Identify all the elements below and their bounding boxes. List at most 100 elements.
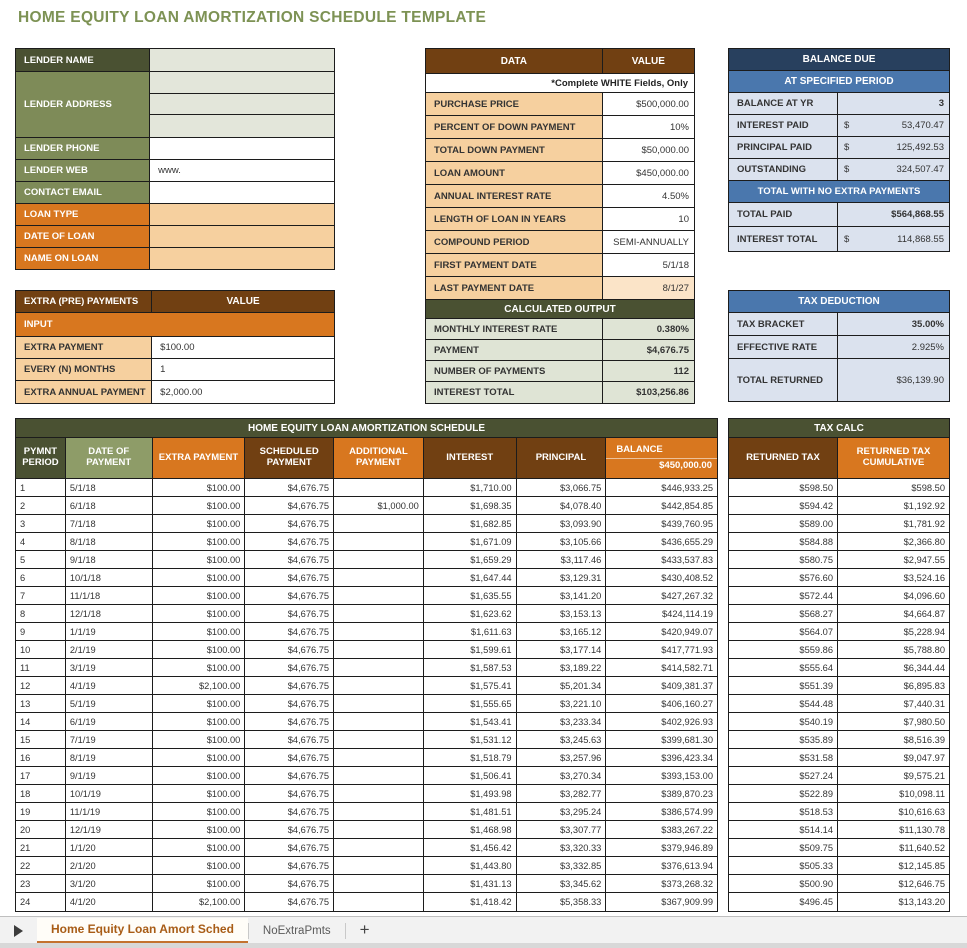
cell-extra[interactable]: $100.00 — [152, 839, 246, 856]
percent-down-payment-input[interactable]: 10% — [602, 116, 694, 138]
cell-returned-tax[interactable]: $594.42 — [729, 497, 839, 514]
cell-scheduled[interactable]: $4,676.75 — [245, 803, 335, 820]
cell-returned-tax[interactable]: $496.45 — [729, 893, 839, 911]
cell-returned-tax[interactable]: $564.07 — [729, 623, 839, 640]
loan-amount-value[interactable]: $450,000.00 — [602, 162, 694, 184]
cell-returned-tax-cumulative[interactable]: $10,616.63 — [838, 803, 949, 820]
cell-principal[interactable]: $3,153.13 — [516, 605, 607, 622]
cell-principal[interactable]: $3,307.77 — [516, 821, 607, 838]
cell-balance[interactable]: $409,381.37 — [606, 677, 717, 694]
cell-scheduled[interactable]: $4,676.75 — [245, 659, 335, 676]
cell-returned-tax-cumulative[interactable]: $5,228.94 — [838, 623, 949, 640]
cell-scheduled[interactable]: $4,676.75 — [245, 731, 335, 748]
cell-principal[interactable]: $3,189.22 — [516, 659, 607, 676]
cell-period[interactable]: 19 — [16, 803, 66, 820]
cell-principal[interactable]: $3,233.34 — [516, 713, 607, 730]
cell-balance[interactable]: $424,114.19 — [606, 605, 717, 622]
cell-additional[interactable] — [334, 479, 424, 496]
cell-returned-tax-cumulative[interactable]: $3,524.16 — [838, 569, 949, 586]
cell-extra[interactable]: $100.00 — [152, 551, 246, 568]
cell-principal[interactable]: $3,165.12 — [516, 623, 607, 640]
cell-interest[interactable]: $1,506.41 — [423, 767, 517, 784]
cell-principal[interactable]: $3,282.77 — [516, 785, 607, 802]
cell-interest[interactable]: $1,493.98 — [423, 785, 517, 802]
cell-returned-tax-cumulative[interactable]: $6,895.83 — [838, 677, 949, 694]
cell-interest[interactable]: $1,481.51 — [423, 803, 517, 820]
cell-period[interactable]: 9 — [16, 623, 66, 640]
cell-interest[interactable]: $1,587.53 — [423, 659, 517, 676]
cell-additional[interactable] — [334, 893, 424, 911]
cell-balance[interactable]: $414,582.71 — [606, 659, 717, 676]
cell-date[interactable]: 9/1/19 — [65, 767, 153, 784]
every-n-months-input[interactable]: 1 — [152, 359, 334, 380]
cell-returned-tax[interactable]: $568.27 — [729, 605, 839, 622]
cell-scheduled[interactable]: $4,676.75 — [245, 515, 335, 532]
cell-balance[interactable]: $436,655.29 — [606, 533, 717, 550]
cell-balance[interactable]: $406,160.27 — [606, 695, 717, 712]
cell-date[interactable]: 10/1/19 — [65, 785, 153, 802]
cell-scheduled[interactable]: $4,676.75 — [245, 695, 335, 712]
cell-returned-tax-cumulative[interactable]: $12,145.85 — [838, 857, 949, 874]
cell-date[interactable]: 10/1/18 — [65, 569, 153, 586]
cell-additional[interactable] — [334, 839, 424, 856]
purchase-price-input[interactable]: $500,000.00 — [602, 93, 694, 115]
contact-email-input[interactable] — [150, 182, 334, 203]
cell-date[interactable]: 1/1/20 — [65, 839, 153, 856]
cell-principal[interactable]: $4,078.40 — [516, 497, 607, 514]
cell-extra[interactable]: $100.00 — [152, 659, 246, 676]
length-of-loan-input[interactable]: 10 — [602, 208, 694, 230]
cell-date[interactable]: 5/1/18 — [65, 479, 153, 496]
cell-balance[interactable]: $393,153.00 — [606, 767, 717, 784]
cell-date[interactable]: 5/1/19 — [65, 695, 153, 712]
add-sheet-button[interactable]: + — [359, 919, 370, 939]
cell-scheduled[interactable]: $4,676.75 — [245, 587, 335, 604]
cell-extra[interactable]: $100.00 — [152, 875, 246, 892]
cell-balance[interactable]: $383,267.22 — [606, 821, 717, 838]
cell-scheduled[interactable]: $4,676.75 — [245, 605, 335, 622]
cell-principal[interactable]: $3,245.63 — [516, 731, 607, 748]
cell-interest[interactable]: $1,671.09 — [423, 533, 517, 550]
cell-returned-tax-cumulative[interactable]: $1,781.92 — [838, 515, 949, 532]
tab-home-equity-loan-amort-sched[interactable]: Home Equity Loan Amort Sched — [37, 917, 248, 944]
cell-balance[interactable]: $399,681.30 — [606, 731, 717, 748]
cell-returned-tax-cumulative[interactable]: $11,640.52 — [838, 839, 949, 856]
extra-payment-input[interactable]: $100.00 — [152, 337, 334, 358]
cell-scheduled[interactable]: $4,676.75 — [245, 479, 335, 496]
lender-name-input[interactable] — [150, 49, 334, 71]
cell-balance[interactable]: $446,933.25 — [606, 479, 717, 496]
cell-date[interactable]: 12/1/19 — [65, 821, 153, 838]
cell-extra[interactable]: $100.00 — [152, 731, 246, 748]
cell-interest[interactable]: $1,555.65 — [423, 695, 517, 712]
cell-period[interactable]: 22 — [16, 857, 66, 874]
cell-additional[interactable] — [334, 785, 424, 802]
cell-period[interactable]: 11 — [16, 659, 66, 676]
lender-web-input[interactable]: www. — [150, 160, 334, 181]
cell-returned-tax-cumulative[interactable]: $2,947.55 — [838, 551, 949, 568]
tax-bracket-input[interactable]: 35.00% — [838, 313, 949, 335]
cell-balance[interactable]: $379,946.89 — [606, 839, 717, 856]
cell-additional[interactable] — [334, 551, 424, 568]
cell-balance[interactable]: $386,574.99 — [606, 803, 717, 820]
cell-balance[interactable]: $442,854.85 — [606, 497, 717, 514]
cell-period[interactable]: 6 — [16, 569, 66, 586]
cell-extra[interactable]: $100.00 — [152, 857, 246, 874]
cell-returned-tax[interactable]: $514.14 — [729, 821, 839, 838]
cell-additional[interactable] — [334, 533, 424, 550]
cell-interest[interactable]: $1,682.85 — [423, 515, 517, 532]
cell-period[interactable]: 13 — [16, 695, 66, 712]
cell-period[interactable]: 16 — [16, 749, 66, 766]
cell-period[interactable]: 2 — [16, 497, 66, 514]
lender-phone-input[interactable] — [150, 138, 334, 159]
cell-principal[interactable]: $3,257.96 — [516, 749, 607, 766]
cell-returned-tax[interactable]: $580.75 — [729, 551, 839, 568]
cell-scheduled[interactable]: $4,676.75 — [245, 497, 335, 514]
cell-returned-tax[interactable]: $509.75 — [729, 839, 839, 856]
cell-scheduled[interactable]: $4,676.75 — [245, 569, 335, 586]
cell-returned-tax-cumulative[interactable]: $1,192.92 — [838, 497, 949, 514]
cell-additional[interactable] — [334, 749, 424, 766]
cell-period[interactable]: 8 — [16, 605, 66, 622]
cell-returned-tax-cumulative[interactable]: $2,366.80 — [838, 533, 949, 550]
cell-additional[interactable] — [334, 713, 424, 730]
cell-interest[interactable]: $1,623.62 — [423, 605, 517, 622]
cell-date[interactable]: 4/1/19 — [65, 677, 153, 694]
